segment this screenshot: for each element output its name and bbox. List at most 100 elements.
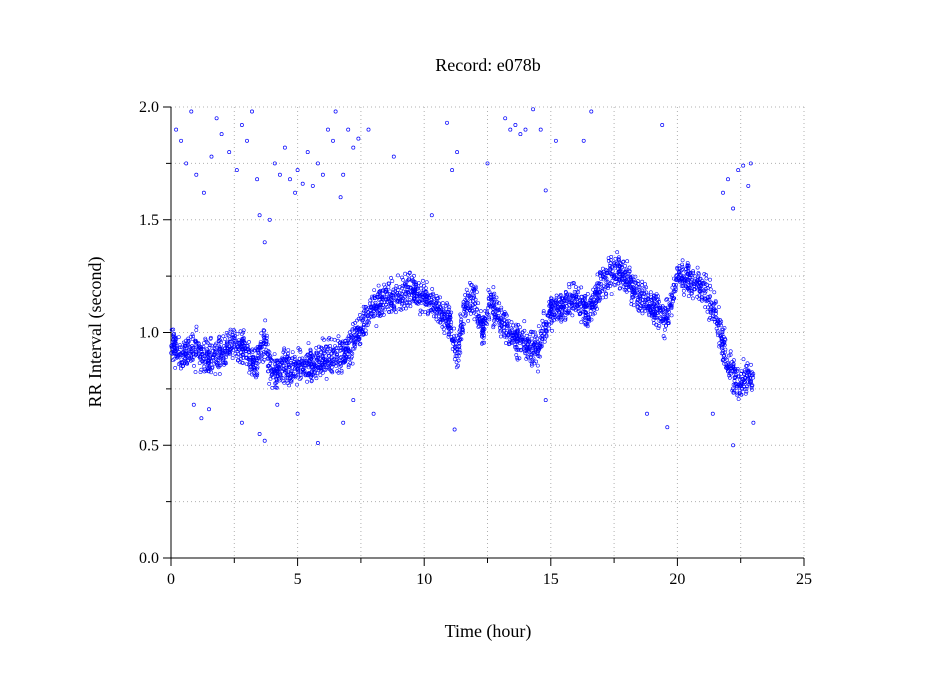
- data-point: [638, 299, 643, 304]
- data-point: [430, 287, 435, 291]
- data-point: [354, 326, 359, 330]
- data-point: [578, 298, 583, 303]
- data-point: [539, 344, 544, 349]
- data-point: [642, 306, 647, 311]
- data-point: [225, 345, 230, 350]
- data-point: [514, 339, 519, 344]
- data-point: [733, 373, 738, 378]
- data-point: [183, 352, 187, 357]
- data-point: [741, 381, 746, 385]
- data-point: [399, 291, 404, 296]
- data-point: [529, 353, 533, 358]
- data-point: [734, 385, 739, 390]
- data-point-outlier: [239, 420, 244, 425]
- data-point: [708, 287, 713, 292]
- data-point: [329, 351, 333, 356]
- data-point: [643, 297, 648, 302]
- data-point: [274, 358, 279, 363]
- data-point: [215, 364, 220, 369]
- data-point: [207, 364, 212, 369]
- data-point: [286, 348, 291, 353]
- data-point: [688, 288, 693, 293]
- data-point: [306, 371, 311, 376]
- data-point: [208, 336, 213, 341]
- data-point: [361, 317, 366, 322]
- data-point: [468, 299, 473, 304]
- data-point: [726, 360, 731, 365]
- data-point: [431, 314, 436, 319]
- data-point: [721, 351, 725, 356]
- data-point: [172, 332, 177, 336]
- data-point: [227, 337, 232, 342]
- data-point: [664, 316, 669, 321]
- data-point: [709, 301, 714, 306]
- data-point: [353, 344, 357, 349]
- data-point: [604, 268, 609, 273]
- data-point: [486, 302, 491, 307]
- data-point: [615, 261, 620, 266]
- data-point: [735, 366, 740, 371]
- data-point: [284, 363, 289, 368]
- data-point: [194, 328, 199, 333]
- data-point: [365, 307, 369, 312]
- data-point: [242, 340, 247, 345]
- data-point: [723, 347, 728, 352]
- data-point: [574, 294, 578, 299]
- data-point: [661, 334, 666, 339]
- data-point: [437, 305, 442, 310]
- data-point: [612, 274, 617, 279]
- data-point: [536, 324, 541, 329]
- data-point-outlier: [326, 127, 330, 132]
- data-point: [592, 307, 597, 312]
- data-point: [657, 306, 662, 311]
- data-point: [386, 295, 391, 300]
- data-point: [295, 364, 300, 369]
- data-point: [613, 283, 618, 287]
- data-point: [341, 346, 345, 351]
- data-point: [535, 363, 540, 368]
- data-point: [412, 273, 416, 278]
- data-point: [513, 345, 517, 349]
- data-point: [411, 298, 416, 303]
- data-point: [368, 298, 373, 303]
- data-point: [209, 343, 214, 348]
- x-tick-label: 5: [294, 571, 302, 588]
- data-point: [712, 290, 717, 295]
- data-point: [447, 305, 452, 310]
- data-point: [314, 376, 319, 381]
- data-point: [574, 297, 579, 301]
- data-point: [691, 269, 696, 274]
- data-point: [258, 342, 263, 346]
- data-point: [446, 332, 451, 337]
- data-point: [693, 274, 698, 279]
- data-point: [352, 346, 357, 351]
- data-point: [214, 357, 219, 362]
- data-point: [193, 349, 198, 354]
- data-point: [582, 294, 587, 299]
- data-point: [297, 377, 302, 382]
- data-point: [173, 365, 178, 370]
- data-point: [646, 294, 651, 299]
- data-point: [428, 308, 433, 313]
- data-point: [285, 378, 290, 383]
- data-point: [242, 341, 247, 346]
- data-point: [346, 363, 351, 368]
- data-point: [490, 303, 494, 308]
- data-point: [337, 360, 342, 365]
- data-point-outlier: [721, 190, 725, 195]
- data-point-outlier: [341, 420, 346, 425]
- data-point: [719, 351, 724, 356]
- data-point: [613, 265, 618, 270]
- data-point: [330, 347, 335, 352]
- data-point-outlier: [751, 420, 756, 425]
- data-point: [664, 323, 669, 328]
- data-point: [459, 330, 464, 335]
- data-point: [573, 285, 578, 289]
- data-point: [332, 347, 336, 352]
- data-point: [237, 340, 242, 345]
- data-point: [628, 275, 633, 280]
- data-point: [400, 277, 405, 282]
- data-point: [480, 334, 485, 339]
- data-point: [699, 294, 704, 299]
- data-point-outlier: [234, 168, 239, 173]
